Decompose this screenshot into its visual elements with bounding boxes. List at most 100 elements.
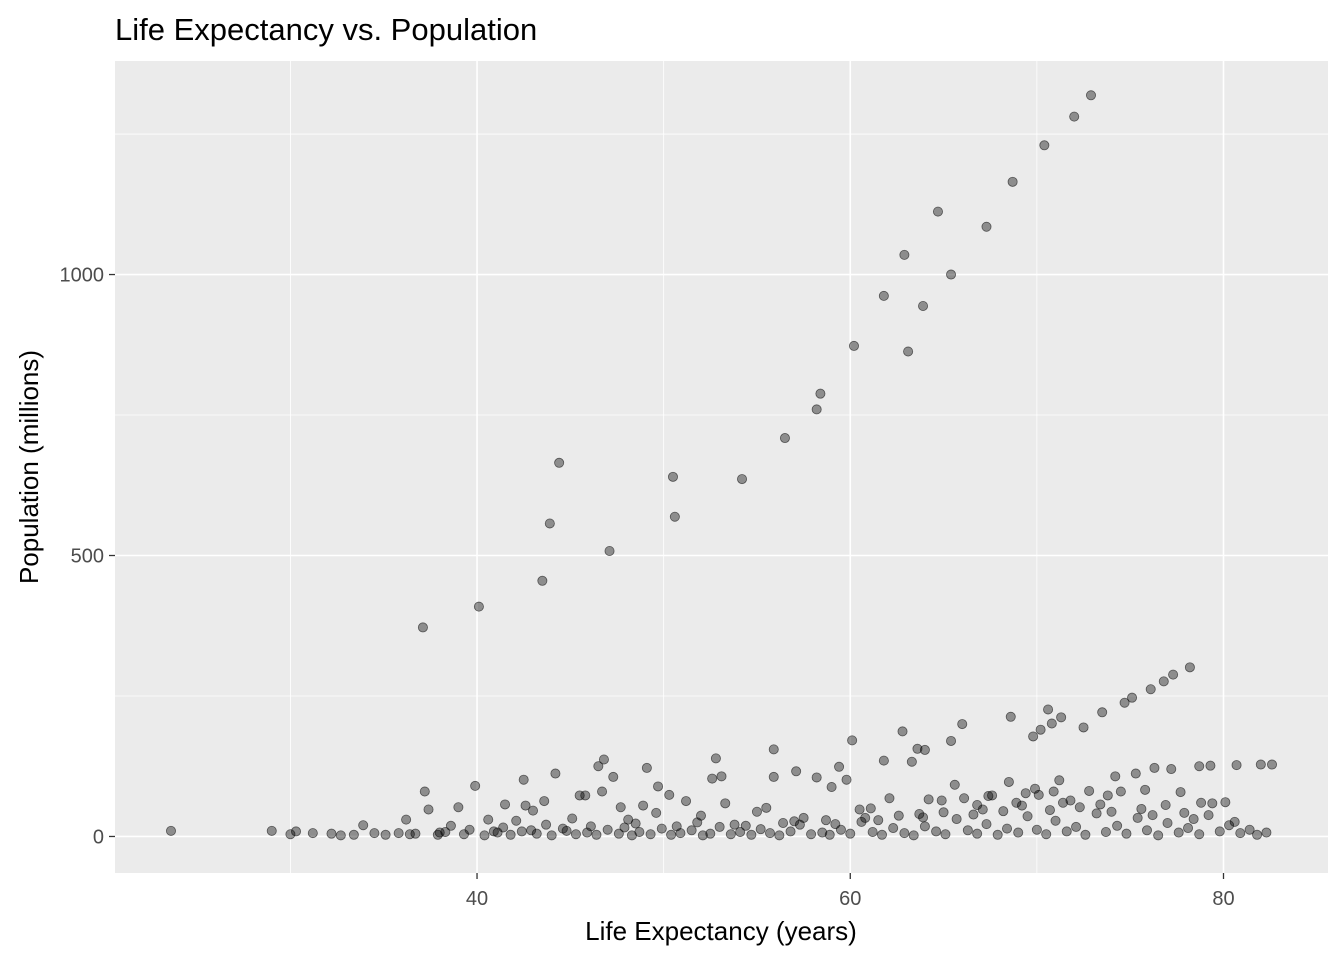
data-point — [815, 388, 826, 399]
data-point — [518, 774, 529, 785]
data-point — [951, 814, 962, 825]
minor-gridlines — [115, 61, 1328, 873]
data-point — [1162, 817, 1173, 828]
data-point — [1080, 829, 1091, 840]
data-point — [488, 826, 499, 837]
data-point — [740, 820, 751, 831]
data-point — [1016, 800, 1027, 811]
data-point — [1255, 759, 1266, 770]
data-points — [165, 90, 1278, 841]
data-point — [817, 827, 828, 838]
data-point — [848, 340, 859, 351]
data-point — [972, 828, 983, 839]
data-point — [714, 821, 725, 832]
data-point — [847, 735, 858, 746]
data-point — [899, 828, 910, 839]
data-point — [511, 815, 522, 826]
data-point — [1252, 829, 1263, 840]
data-point — [998, 806, 1009, 817]
data-point — [1106, 806, 1117, 817]
data-point — [789, 816, 800, 827]
data-point — [1160, 800, 1171, 811]
data-point — [1119, 697, 1130, 708]
data-point — [918, 812, 929, 823]
data-point — [959, 793, 970, 804]
data-point — [419, 786, 430, 797]
data-point — [326, 828, 337, 839]
data-point — [1097, 707, 1108, 718]
x-tick-label: 60 — [839, 888, 861, 910]
data-point — [401, 814, 412, 825]
data-point — [1235, 828, 1246, 839]
data-point — [1020, 788, 1031, 799]
data-point — [1065, 795, 1076, 806]
data-point — [729, 819, 740, 830]
data-point — [876, 829, 887, 840]
data-point — [830, 819, 841, 830]
data-point — [1205, 760, 1216, 771]
data-point — [464, 824, 475, 835]
data-point — [1050, 815, 1061, 826]
data-point — [1005, 711, 1016, 722]
data-point — [1039, 140, 1050, 151]
data-point — [1069, 111, 1080, 122]
data-point — [856, 816, 867, 827]
data-point — [1168, 669, 1179, 680]
data-point — [641, 762, 652, 773]
data-point — [537, 575, 548, 586]
data-point — [1183, 823, 1194, 834]
data-point — [358, 820, 369, 831]
data-point — [348, 829, 359, 840]
data-point — [1061, 826, 1072, 837]
data-point — [977, 804, 988, 815]
data-point — [1121, 828, 1132, 839]
data-point — [404, 829, 415, 840]
data-point — [1044, 805, 1055, 816]
data-point — [602, 824, 613, 835]
data-point — [806, 829, 817, 840]
data-point — [932, 206, 943, 217]
data-point — [746, 829, 757, 840]
data-point — [1203, 810, 1214, 821]
data-point — [873, 815, 884, 826]
data-point — [821, 815, 832, 826]
y-axis-title: Population (millions) — [14, 350, 44, 584]
data-point — [505, 829, 516, 840]
data-point — [520, 800, 531, 811]
data-point — [574, 790, 585, 801]
data-point — [531, 828, 542, 839]
data-point — [992, 829, 1003, 840]
data-point — [768, 771, 779, 782]
data-point — [669, 511, 680, 522]
data-point — [1147, 810, 1158, 821]
data-point — [453, 802, 464, 813]
data-point — [619, 822, 630, 833]
data-point — [923, 794, 934, 805]
data-point — [1179, 807, 1190, 818]
data-point — [417, 622, 428, 633]
data-point — [1035, 724, 1046, 735]
data-point — [1175, 787, 1186, 798]
data-point — [1007, 176, 1018, 187]
data-point — [653, 781, 664, 792]
data-point — [697, 830, 708, 841]
data-point — [423, 804, 434, 815]
data-point — [705, 828, 716, 839]
x-axis: 40 60 80 — [466, 873, 1235, 910]
data-point — [1028, 731, 1039, 742]
x-axis-title: Life Expectancy (years) — [585, 916, 857, 946]
data-point — [1130, 768, 1141, 779]
data-point — [1102, 790, 1113, 801]
data-point — [598, 754, 609, 765]
data-point — [1054, 775, 1065, 786]
data-point — [651, 807, 662, 818]
data-point — [1229, 816, 1240, 827]
data-point — [1173, 827, 1184, 838]
data-point — [791, 766, 802, 777]
data-point — [903, 346, 914, 357]
data-point — [1056, 712, 1067, 723]
data-point — [1091, 808, 1102, 819]
data-point — [528, 805, 539, 816]
data-point — [1207, 798, 1218, 809]
data-point — [845, 828, 856, 839]
